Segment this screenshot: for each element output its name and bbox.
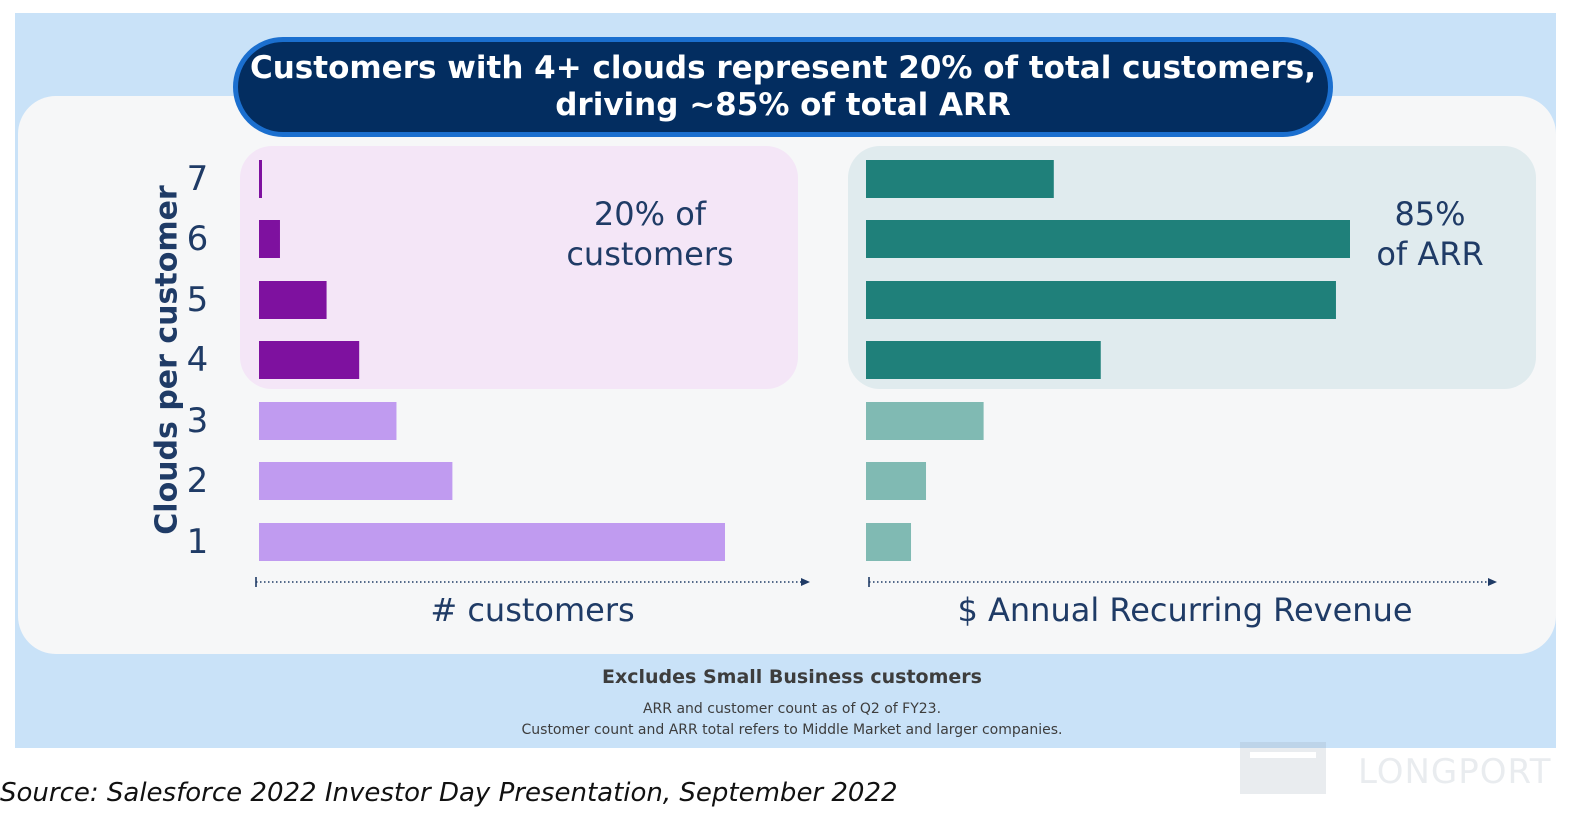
source-caption: Source: Salesforce 2022 Investor Day Pre… bbox=[0, 778, 898, 808]
customers-bar-5-clouds bbox=[259, 281, 327, 319]
headline-line-2: driving ~85% of total ARR bbox=[555, 87, 1011, 123]
arr-bar-5-clouds bbox=[866, 281, 1336, 319]
footer-note-1: ARR and customer count as of Q2 of FY23. bbox=[642, 701, 942, 717]
headline-line-1: Customers with 4+ clouds represent 20% o… bbox=[249, 50, 1316, 86]
customers-share-line-2: customers bbox=[566, 235, 734, 273]
arr-share-line-1: 85% bbox=[1394, 195, 1466, 233]
customers-share-label: 20% of customers bbox=[555, 194, 745, 274]
y-tick-label-3: 3 bbox=[186, 401, 209, 441]
y-tick-label-5: 5 bbox=[186, 280, 209, 320]
longport-logo-icon bbox=[1240, 742, 1326, 794]
footer-note-2: Customer count and ARR total refers to M… bbox=[521, 722, 1063, 738]
arr-bar-3-clouds bbox=[866, 402, 984, 440]
watermark-text: LONGPORT bbox=[1358, 752, 1552, 792]
y-tick-label-2: 2 bbox=[186, 461, 209, 501]
customers-bar-7-clouds bbox=[259, 160, 262, 198]
y-tick-label-6: 6 bbox=[186, 219, 209, 259]
headline-banner: Customers with 4+ clouds represent 20% o… bbox=[233, 37, 1333, 137]
slide-background: Customers with 4+ clouds represent 20% o… bbox=[15, 13, 1556, 748]
customers-bar-3-clouds bbox=[259, 402, 397, 440]
arr-share-label: 85% of ARR bbox=[1355, 194, 1505, 274]
y-tick-label-4: 4 bbox=[186, 340, 209, 380]
customers-bar-2-clouds bbox=[259, 462, 453, 500]
customers-bar-6-clouds bbox=[259, 220, 280, 258]
y-tick-label-1: 1 bbox=[186, 522, 209, 562]
arr-bar-1-clouds bbox=[866, 523, 912, 561]
x-axis-label-arr: $ Annual Recurring Revenue bbox=[957, 591, 1413, 629]
customers-bar-4-clouds bbox=[259, 341, 360, 379]
longport-watermark: LONGPORT bbox=[1240, 738, 1560, 798]
x-axis-label-customers: # customers bbox=[430, 591, 635, 629]
customers-share-line-1: 20% of bbox=[593, 195, 707, 233]
customers-x-axis-arrow-icon bbox=[801, 578, 810, 586]
footer-exclusion-note: Excludes Small Business customers bbox=[602, 666, 982, 688]
arr-bar-2-clouds bbox=[866, 462, 927, 500]
arr-bar-6-clouds bbox=[866, 220, 1350, 258]
arr-bar-4-clouds bbox=[866, 341, 1101, 379]
arr-bar-7-clouds bbox=[866, 160, 1054, 198]
customers-bar-1-clouds bbox=[259, 523, 725, 561]
y-tick-label-7: 7 bbox=[186, 159, 209, 199]
arr-share-line-2: of ARR bbox=[1376, 235, 1484, 273]
arr-x-axis-arrow-icon bbox=[1488, 578, 1497, 586]
